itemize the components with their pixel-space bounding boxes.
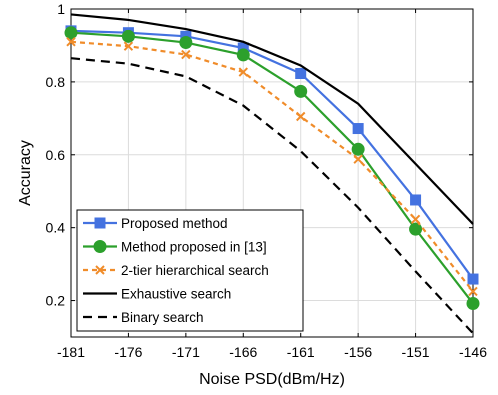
axis-ticks: -181 -176 -171 -166 -161 -156 -151 -146 0.2 0.4 0.…	[46, 1, 488, 360]
x-tick-label: -146	[459, 344, 487, 360]
x-tick-label: -156	[344, 344, 372, 360]
data-point	[236, 48, 250, 62]
legend-marker	[95, 265, 105, 275]
x-tick-label: -151	[402, 344, 430, 360]
data-point	[410, 214, 421, 224]
legend-entry-4: Binary search	[83, 310, 204, 325]
data-point	[295, 68, 307, 80]
data-point	[410, 194, 422, 206]
legend-label: 2-tier hierarchical search	[121, 263, 269, 278]
plot-area-frame	[70, 8, 474, 338]
series-3	[70, 13, 474, 225]
y-tick-label: 0.4	[46, 220, 66, 236]
data-point	[294, 84, 308, 98]
legend-marker	[93, 240, 107, 253]
data-point	[66, 37, 76, 47]
legend-label: Binary search	[121, 310, 204, 325]
data-point	[181, 49, 191, 60]
legend-label: Exhaustive search	[121, 287, 231, 302]
data-point	[121, 29, 135, 43]
legend: Proposed method Method proposed in [13] 2-…	[76, 209, 304, 332]
x-axis-label: Noise PSD(dBm/Hz)	[199, 371, 345, 388]
axis-labels: Noise PSD(dBm/Hz) Accuracy	[17, 140, 345, 388]
series-line	[70, 13, 474, 225]
series-line	[70, 57, 474, 335]
legend-marker	[94, 217, 106, 229]
data-series	[64, 13, 480, 335]
data-point	[467, 273, 479, 285]
x-tick-label: -181	[57, 344, 85, 360]
series-1	[64, 26, 480, 310]
y-axis-label: Accuracy	[17, 140, 34, 206]
series-2	[66, 37, 478, 297]
data-point	[64, 26, 78, 40]
data-point	[353, 154, 363, 164]
data-point	[468, 286, 478, 297]
series-line	[70, 29, 474, 280]
legend-entry-0: Proposed method	[83, 216, 228, 231]
legend-entry-1: Method proposed in [13]	[83, 240, 267, 255]
y-tick-label: 0.6	[46, 147, 66, 163]
data-point	[466, 296, 480, 310]
x-tick-label: -161	[287, 344, 315, 360]
x-tick-label: -171	[172, 344, 200, 360]
data-point	[409, 222, 423, 236]
data-point	[352, 123, 364, 135]
series-line	[70, 31, 474, 305]
series-4	[70, 57, 474, 335]
y-tick-label: 0.8	[46, 74, 66, 90]
data-point	[179, 36, 193, 50]
data-point	[123, 41, 134, 51]
series-line	[70, 40, 474, 293]
data-point	[238, 67, 248, 77]
y-tick-label: 0.2	[46, 293, 66, 309]
data-point	[296, 111, 306, 122]
legend-label: Proposed method	[121, 216, 228, 231]
y-tick-label: 1	[57, 1, 65, 17]
x-tick-label: -166	[229, 344, 257, 360]
legend-entry-3: Exhaustive search	[83, 287, 231, 302]
legend-entry-2: 2-tier hierarchical search	[83, 263, 269, 278]
legend-label: Method proposed in [13]	[121, 240, 267, 255]
x-tick-label: -176	[114, 344, 142, 360]
data-point	[351, 142, 365, 156]
